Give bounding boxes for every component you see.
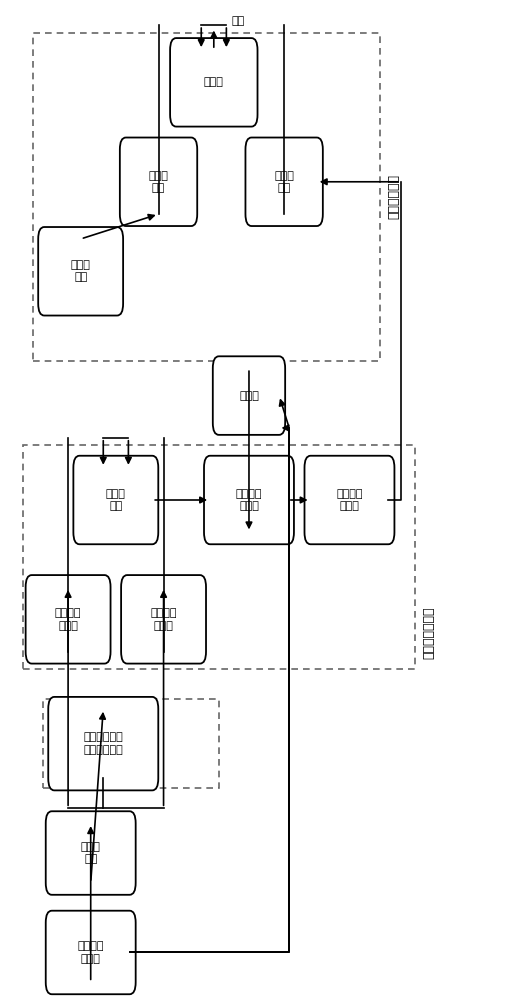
Bar <box>23 445 415 669</box>
Text: 温度传
感器: 温度传 感器 <box>71 260 90 282</box>
Text: 第二放
大器: 第二放 大器 <box>274 171 294 193</box>
FancyBboxPatch shape <box>245 138 323 226</box>
FancyBboxPatch shape <box>304 456 394 544</box>
Text: 加法器: 加法器 <box>204 77 224 87</box>
Text: 带通滤
波器: 带通滤 波器 <box>81 842 101 864</box>
FancyBboxPatch shape <box>121 575 206 664</box>
Text: 第二电荷
放大器: 第二电荷 放大器 <box>150 608 177 631</box>
Text: 仪表放
大器: 仪表放 大器 <box>106 489 126 511</box>
Text: 电容式微机械
加速度传感器: 电容式微机械 加速度传感器 <box>83 732 123 755</box>
Bar <box>33 33 379 361</box>
Text: 第一相干
解调器: 第一相干 解调器 <box>236 489 262 511</box>
Text: 模拟式处理电路: 模拟式处理电路 <box>422 607 435 659</box>
Text: 移相器: 移相器 <box>239 391 259 401</box>
Text: 温度补偿装置: 温度补偿装置 <box>387 174 400 219</box>
FancyBboxPatch shape <box>73 456 158 544</box>
Bar <box>43 699 219 788</box>
Text: 输出: 输出 <box>231 16 245 26</box>
FancyBboxPatch shape <box>38 227 123 316</box>
FancyBboxPatch shape <box>170 38 258 127</box>
FancyBboxPatch shape <box>213 356 285 435</box>
Text: 第一放
大器: 第一放 大器 <box>149 171 169 193</box>
FancyBboxPatch shape <box>46 811 136 895</box>
FancyBboxPatch shape <box>25 575 111 664</box>
FancyBboxPatch shape <box>120 138 197 226</box>
Text: 第一低通
滤波器: 第一低通 滤波器 <box>336 489 363 511</box>
FancyBboxPatch shape <box>48 697 158 790</box>
FancyBboxPatch shape <box>204 456 294 544</box>
Text: 第一电荷
放大器: 第一电荷 放大器 <box>55 608 81 631</box>
Text: 高频载波
发生器: 高频载波 发生器 <box>77 941 104 964</box>
FancyBboxPatch shape <box>46 911 136 994</box>
